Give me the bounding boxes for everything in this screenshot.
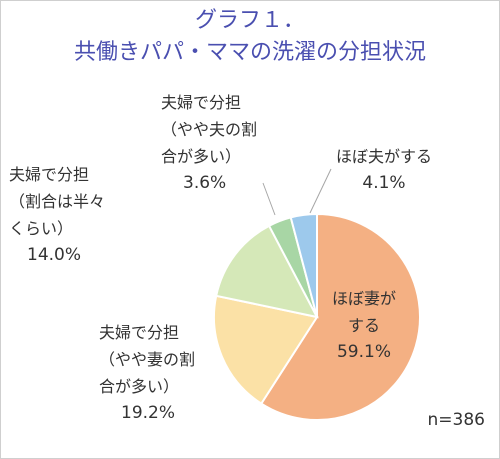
data-label-husband: ほぼ夫がする 4.1% bbox=[335, 147, 432, 193]
slice-husband bbox=[289, 212, 318, 318]
chart-title-line-2: 共働きパパ・ママの洗濯の分担状況 bbox=[73, 40, 426, 65]
chart-title-line-1: グラフ１． bbox=[194, 8, 305, 33]
slice-shared-wife-more bbox=[213, 294, 319, 405]
data-label-shared-equal: 夫婦で分担 （割合は半々 くらい） 14.0% bbox=[9, 165, 106, 265]
data-label-shared-husband-more: 夫婦で分担 （やや夫の割 合が多い） 3.6% bbox=[161, 93, 258, 193]
data-label-wife: ほぼ妻が する 59.1% bbox=[331, 289, 396, 362]
leader-line-husband bbox=[309, 168, 332, 214]
slice-wife bbox=[259, 212, 421, 421]
leader-line-husband-more bbox=[262, 182, 276, 216]
slice-shared-equal bbox=[215, 224, 319, 319]
sample-size-note: n=386 bbox=[427, 410, 485, 430]
data-label-shared-wife-more: 夫婦で分担 （やや妻の割 合が多い） 19.2% bbox=[99, 323, 196, 423]
